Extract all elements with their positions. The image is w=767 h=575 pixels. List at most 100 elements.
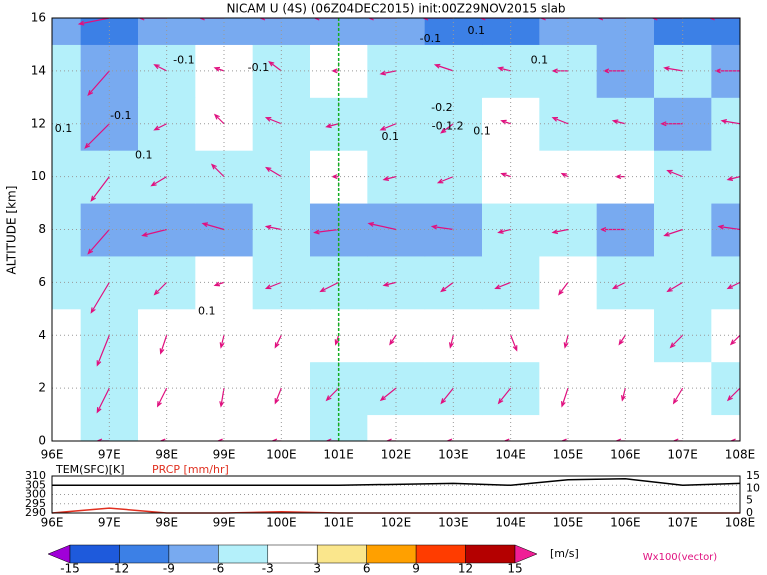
vector: [264, 224, 282, 231]
vector: [445, 438, 454, 441]
x-tick-label: 98E: [155, 448, 178, 462]
x-tick-label: 105E: [553, 516, 584, 530]
x-tick-label: 107E: [667, 516, 698, 530]
vector: [551, 228, 569, 235]
series-line: [51, 507, 740, 514]
vector: [213, 66, 225, 72]
vector: [268, 60, 282, 72]
contour-label: 0.1: [198, 304, 216, 317]
vector: [213, 281, 225, 287]
contour-label: -0.1: [173, 53, 194, 66]
colorbar-label: 9: [412, 562, 420, 575]
vector: [510, 335, 518, 352]
x-tick-label: 101E: [323, 516, 354, 530]
x-tick-label: 103E: [438, 516, 469, 530]
field: [52, 18, 740, 441]
vector: [264, 281, 282, 290]
vector: [153, 64, 167, 72]
field-cell: [482, 203, 540, 257]
vector: [389, 334, 397, 346]
colorbar-label: -12: [110, 562, 130, 575]
vector: [430, 224, 454, 231]
colorbar-cell: [69, 544, 120, 564]
vector: [52, 388, 53, 390]
colorbar-end: [514, 544, 538, 564]
series-line: [52, 478, 741, 487]
x-tick-label: 97E: [98, 516, 121, 530]
vector: [618, 334, 626, 346]
vector: [379, 387, 397, 402]
vector: [274, 334, 282, 349]
colorbar-unit: [m/s]: [550, 547, 579, 560]
vector: [264, 117, 282, 125]
x-tick-label: 107E: [667, 448, 698, 462]
field-cell: [482, 44, 540, 98]
vector: [258, 18, 282, 21]
x-tick-label: 102E: [381, 516, 412, 530]
contour-label: -0.1: [110, 109, 131, 122]
left-label: TEM(SFC)[K]: [55, 463, 125, 476]
vector: [666, 169, 683, 178]
vector: [367, 18, 396, 21]
vector: [503, 438, 511, 441]
colorbar-cell: [119, 544, 170, 564]
x-tick-label: 101E: [323, 448, 354, 462]
vector: [219, 335, 225, 349]
y-tick-label: 6: [38, 275, 46, 289]
vector: [558, 282, 569, 296]
vector: [599, 227, 626, 232]
vector: [596, 18, 626, 21]
vector: [159, 335, 168, 355]
colorbar-cell: [316, 544, 367, 564]
vector: [77, 18, 110, 26]
x-tick-label: 96E: [41, 448, 64, 462]
vector: [313, 18, 339, 21]
vector: [539, 18, 568, 21]
y2-tick-label: 10: [746, 481, 760, 494]
vector: [265, 166, 282, 178]
vector: [551, 117, 569, 125]
x-tick-label: 100E: [266, 448, 297, 462]
colorbar-label: 12: [458, 562, 473, 575]
vector: [213, 113, 225, 125]
field-cell: [711, 414, 740, 441]
colorbar-label: -3: [262, 562, 274, 575]
vector: [666, 281, 683, 293]
contour-label: -0.1.2: [432, 119, 464, 132]
contour-label: 0.1: [382, 130, 400, 143]
vector: [150, 176, 167, 187]
vector: [159, 438, 167, 441]
vector: [620, 387, 626, 402]
y-tick-label: 10: [31, 169, 46, 183]
chart-title: NICAM U (4S) (06Z04DEC2015) init:00Z29NO…: [226, 2, 565, 16]
y-tick-label: 14: [31, 63, 46, 77]
vector: [729, 334, 740, 346]
vector: [153, 281, 168, 296]
colorbar-cell: [465, 544, 516, 564]
field-cell: [52, 414, 82, 441]
y2-tick-label: 15: [746, 469, 760, 482]
vector: [669, 334, 684, 349]
vector: [379, 123, 397, 131]
vector: [201, 222, 225, 231]
vector: [611, 119, 626, 125]
contour-label: -0.1: [248, 61, 269, 74]
x-tick-label: 106E: [610, 516, 641, 530]
contour-label: 0.1: [473, 125, 491, 138]
vector: [560, 438, 568, 441]
y-tick-label: 4: [38, 328, 46, 342]
colorbar-label: 15: [507, 562, 522, 575]
vector: [726, 176, 740, 181]
vector: [87, 70, 110, 97]
vector: [325, 438, 339, 441]
field-cell: [654, 44, 712, 98]
colorbar-cell: [267, 544, 318, 564]
vector: [708, 18, 740, 21]
vector: [440, 123, 454, 134]
vector: [153, 123, 167, 131]
y2-tick-label: 0: [746, 506, 753, 519]
x-tick-label: 106E: [610, 448, 641, 462]
vector: [729, 438, 740, 441]
colorbar-label: -6: [212, 562, 224, 575]
